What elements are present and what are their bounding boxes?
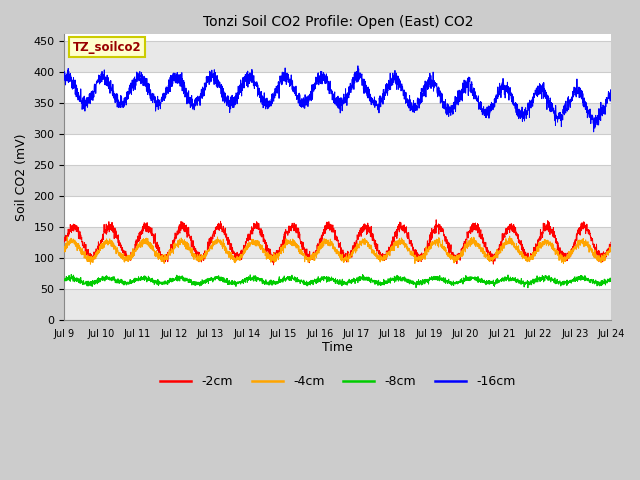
Line: -2cm: -2cm bbox=[65, 220, 611, 265]
-2cm bbox=[433, 217, 440, 223]
Bar bbox=[65, 196, 611, 227]
-16cm bbox=[407, 107, 415, 112]
-4cm bbox=[86, 261, 94, 267]
-8cm bbox=[61, 276, 68, 282]
-2cm bbox=[407, 239, 415, 245]
-16cm bbox=[234, 93, 242, 98]
-4cm bbox=[442, 250, 450, 256]
-4cm bbox=[407, 251, 415, 256]
-2cm bbox=[512, 232, 520, 238]
-4cm bbox=[61, 249, 68, 255]
-4cm bbox=[512, 245, 520, 251]
Y-axis label: Soil CO2 (mV): Soil CO2 (mV) bbox=[15, 133, 28, 221]
Bar bbox=[65, 40, 611, 72]
Bar bbox=[65, 72, 611, 103]
-8cm bbox=[472, 274, 479, 280]
-2cm bbox=[443, 239, 451, 245]
-4cm bbox=[234, 255, 242, 261]
-16cm bbox=[472, 92, 479, 97]
Bar bbox=[65, 133, 611, 165]
-16cm bbox=[590, 129, 598, 135]
Bar bbox=[65, 103, 611, 133]
-8cm bbox=[524, 285, 532, 291]
-16cm bbox=[442, 110, 450, 116]
-16cm bbox=[512, 105, 520, 110]
-16cm bbox=[61, 69, 68, 74]
-16cm bbox=[354, 63, 362, 69]
Bar bbox=[65, 165, 611, 196]
-4cm bbox=[607, 243, 615, 249]
-2cm bbox=[607, 240, 615, 246]
Legend: -2cm, -4cm, -8cm, -16cm: -2cm, -4cm, -8cm, -16cm bbox=[156, 371, 520, 394]
Title: Tonzi Soil CO2 Profile: Open (East) CO2: Tonzi Soil CO2 Profile: Open (East) CO2 bbox=[203, 15, 473, 29]
Text: TZ_soilco2: TZ_soilco2 bbox=[72, 41, 141, 54]
Line: -4cm: -4cm bbox=[65, 236, 611, 264]
-8cm bbox=[512, 278, 520, 284]
-2cm bbox=[442, 240, 450, 246]
-4cm bbox=[442, 247, 450, 253]
-4cm bbox=[472, 241, 479, 247]
Line: -8cm: -8cm bbox=[65, 275, 611, 288]
-2cm bbox=[234, 251, 242, 257]
-8cm bbox=[407, 280, 415, 286]
-16cm bbox=[607, 93, 615, 99]
Bar bbox=[65, 258, 611, 289]
Bar bbox=[65, 289, 611, 320]
Line: -16cm: -16cm bbox=[65, 66, 611, 132]
-8cm bbox=[442, 277, 450, 283]
-2cm bbox=[269, 262, 277, 268]
-8cm bbox=[607, 277, 615, 283]
-2cm bbox=[61, 238, 68, 244]
X-axis label: Time: Time bbox=[323, 341, 353, 354]
-2cm bbox=[472, 220, 479, 226]
-4cm bbox=[506, 233, 513, 239]
-16cm bbox=[442, 106, 450, 112]
-8cm bbox=[234, 279, 242, 285]
-8cm bbox=[442, 277, 450, 283]
-8cm bbox=[67, 272, 75, 277]
Bar bbox=[65, 227, 611, 258]
